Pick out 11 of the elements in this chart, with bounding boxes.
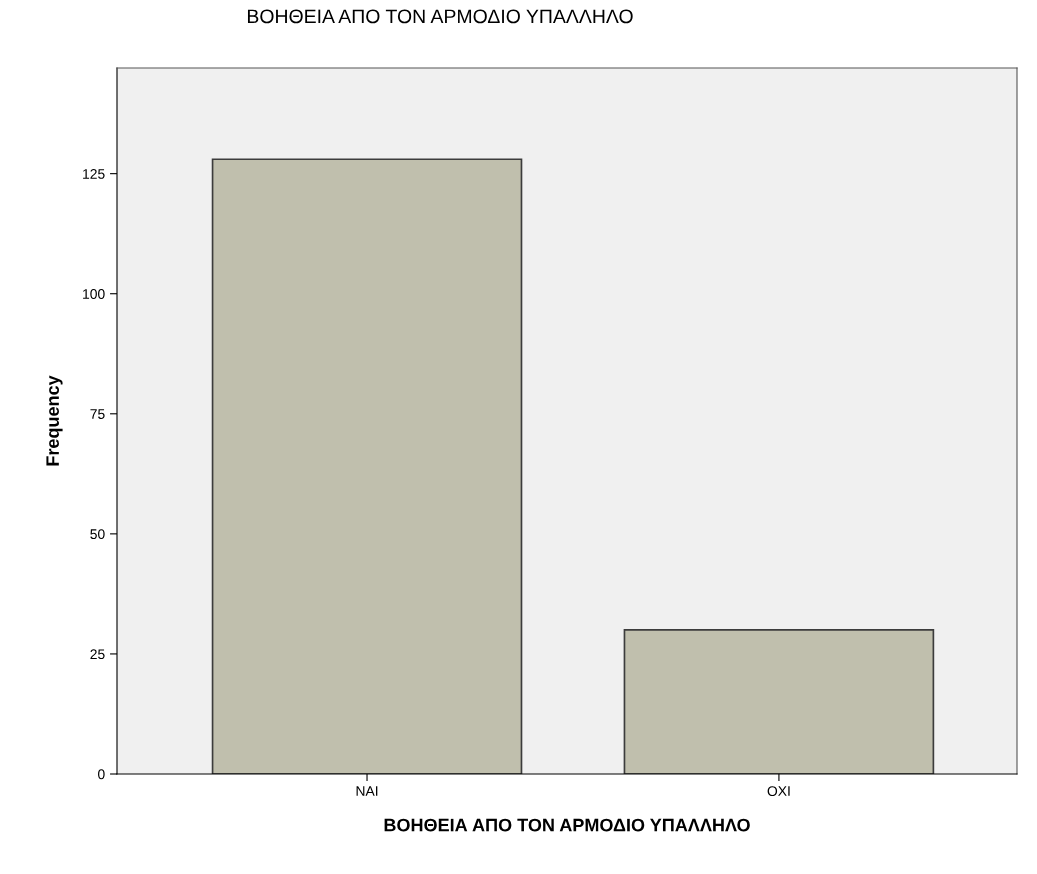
y-tick-label: 125 xyxy=(83,168,105,179)
x-tick-label: ΝΑΙ xyxy=(356,786,378,796)
y-tick-label: 50 xyxy=(90,529,105,540)
y-tick-label: 25 xyxy=(90,649,105,660)
y-tick-label: 75 xyxy=(90,409,105,419)
y-tick-label: 0 xyxy=(98,769,105,780)
x-tick-label: ΟΧΙ xyxy=(767,786,790,797)
y-tick-label: 100 xyxy=(83,289,105,299)
chart-title: ΒΟΗΘΕΙΑ ΑΠΟ ΤΟΝ ΑΡΜΟΔΙΟ ΥΠΑΛΛΗΛΟ xyxy=(247,9,633,24)
y-axis-title: Frequency xyxy=(46,375,63,466)
x-axis-title: ΒΟΗΘΕΙΑ ΑΠΟ ΤΟΝ ΑΡΜΟΔΙΟ ΥΠΑΛΛΗΛΟ xyxy=(384,818,750,832)
